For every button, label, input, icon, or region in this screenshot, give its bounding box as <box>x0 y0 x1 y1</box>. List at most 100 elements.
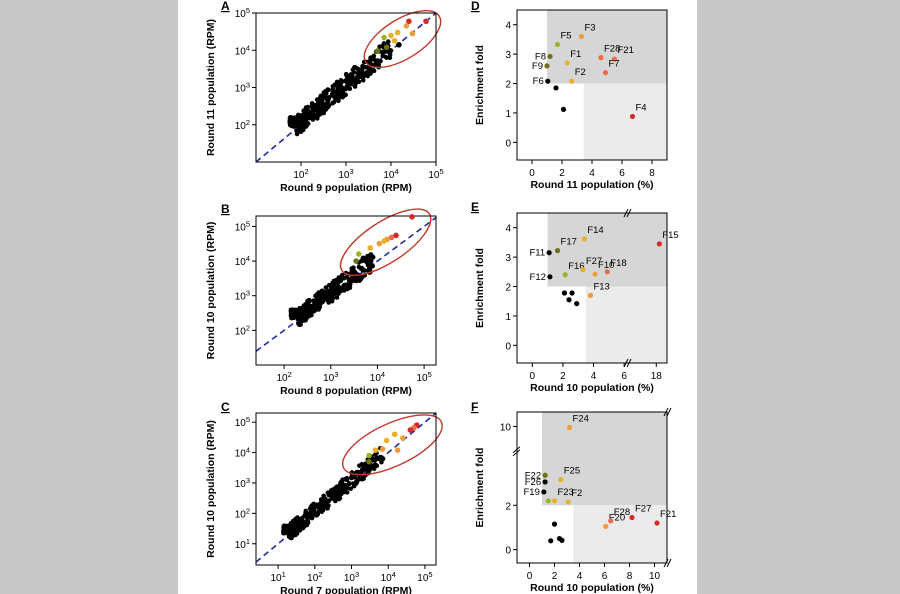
background-point <box>297 518 303 524</box>
background-point <box>339 491 344 497</box>
background-point <box>307 311 313 317</box>
point-label-F: F22 <box>525 470 541 481</box>
data-point-B <box>409 213 415 220</box>
data-point-D <box>629 113 636 120</box>
background-point <box>291 116 296 121</box>
x-tick-label-A-exp: 3 <box>349 167 353 176</box>
y-tick-label-D: 1 <box>505 109 511 120</box>
background-point <box>352 78 358 83</box>
data-point-A <box>403 23 410 29</box>
data-point-F <box>542 472 548 478</box>
shade-light-E <box>585 286 667 363</box>
x-tick-label-D: 4 <box>589 168 595 179</box>
y-tick-label-E: 1 <box>505 312 511 323</box>
background-point <box>281 529 287 535</box>
data-point-D <box>564 60 570 66</box>
background-point <box>286 531 292 536</box>
background-point <box>315 110 321 116</box>
point-label-F: F24 <box>573 414 589 425</box>
data-point-D <box>554 41 561 48</box>
point-label-F: F27 <box>635 503 651 514</box>
x-axis-label-A: Round 9 population (RPM) <box>280 182 412 194</box>
background-point <box>326 282 332 288</box>
chart-A: Round 9 population (RPM) Round 11 populat… <box>205 0 442 194</box>
x-tick-label-F: 8 <box>627 571 633 582</box>
data-point-E <box>592 271 598 277</box>
background-point <box>321 104 326 109</box>
y-tick-label-A: 102 <box>235 118 250 132</box>
data-point-A <box>381 34 387 41</box>
data-point-A <box>388 32 394 39</box>
point-label-D: F3 <box>585 22 596 33</box>
point-label-F: F28 <box>614 507 630 518</box>
point-label-D: F9 <box>532 61 543 72</box>
background-point <box>355 74 360 79</box>
x-tick-label-D: 2 <box>559 168 565 179</box>
x-tick-label-E: 4 <box>591 371 597 382</box>
background-point <box>375 59 381 64</box>
x-tick-label-B: 105 <box>416 370 431 384</box>
y-axis-label-A: Round 11 population (RPM) <box>205 19 217 156</box>
data-point-E <box>566 297 572 303</box>
data-point-D <box>547 53 553 60</box>
background-point <box>314 513 319 518</box>
point-label-E: F12 <box>530 272 546 283</box>
y-tick-label-B: 105 <box>235 219 250 233</box>
x-tick-label-E: 6 <box>621 371 627 382</box>
shade-light-D <box>583 83 667 160</box>
data-point-E <box>580 267 586 273</box>
background-point <box>295 112 301 118</box>
point-label-E: F11 <box>529 248 545 259</box>
y-tick-label-A-exp: 3 <box>246 81 250 90</box>
background-point <box>304 112 309 118</box>
y-tick-label-A: 103 <box>235 81 250 95</box>
plot-frame-C <box>255 412 437 566</box>
x-axis-label-D: Round 11 population (%) <box>530 179 653 191</box>
background-point <box>315 116 320 121</box>
background-point <box>362 73 368 78</box>
background-point <box>338 480 344 485</box>
data-point-F <box>608 518 614 524</box>
point-label-E: F17 <box>561 237 577 248</box>
background-point <box>377 44 382 49</box>
background-point <box>323 499 329 505</box>
y-tick-label-A-exp: 2 <box>246 118 250 127</box>
data-point-A <box>423 18 429 25</box>
data-point-F <box>548 538 554 544</box>
selection-ellipse-C <box>341 414 443 476</box>
data-point-C <box>366 458 372 465</box>
y-tick-label-C-exp: 5 <box>246 415 250 424</box>
x-tick-label-B: 102 <box>276 370 291 384</box>
background-point <box>326 288 331 294</box>
background-point <box>359 265 364 271</box>
background-point <box>382 49 387 55</box>
point-label-E: F13 <box>593 281 609 292</box>
background-point <box>348 486 354 491</box>
data-point-C <box>391 431 398 438</box>
data-point-E <box>656 241 662 247</box>
y-tick-label-C: 104 <box>235 446 250 460</box>
point-label-E: F18 <box>610 258 626 269</box>
background-point <box>296 316 301 322</box>
point-label-E: F15 <box>662 230 678 241</box>
axis-break-mark <box>663 407 669 417</box>
background-point <box>302 513 307 519</box>
x-tick-label-B-exp: 2 <box>288 370 292 379</box>
data-point-F <box>542 479 548 485</box>
chart-C: Round 7 population (RPM) Round 10 populat… <box>205 400 443 594</box>
y-tick-label-B-exp: 5 <box>246 219 250 228</box>
data-point-B <box>356 251 362 257</box>
y-tick-label-B-exp: 2 <box>246 323 250 332</box>
data-point-F <box>545 498 551 504</box>
background-point <box>326 300 332 305</box>
background-point <box>306 108 312 114</box>
data-point-D <box>545 78 551 84</box>
x-axis-label-F: Round 10 population (%) <box>530 582 654 594</box>
point-label-F: F20 <box>609 512 625 523</box>
data-point-A <box>370 55 376 62</box>
background-point <box>308 306 313 312</box>
background-point <box>330 100 335 106</box>
data-point-E <box>546 250 552 256</box>
data-point-A <box>383 44 390 51</box>
